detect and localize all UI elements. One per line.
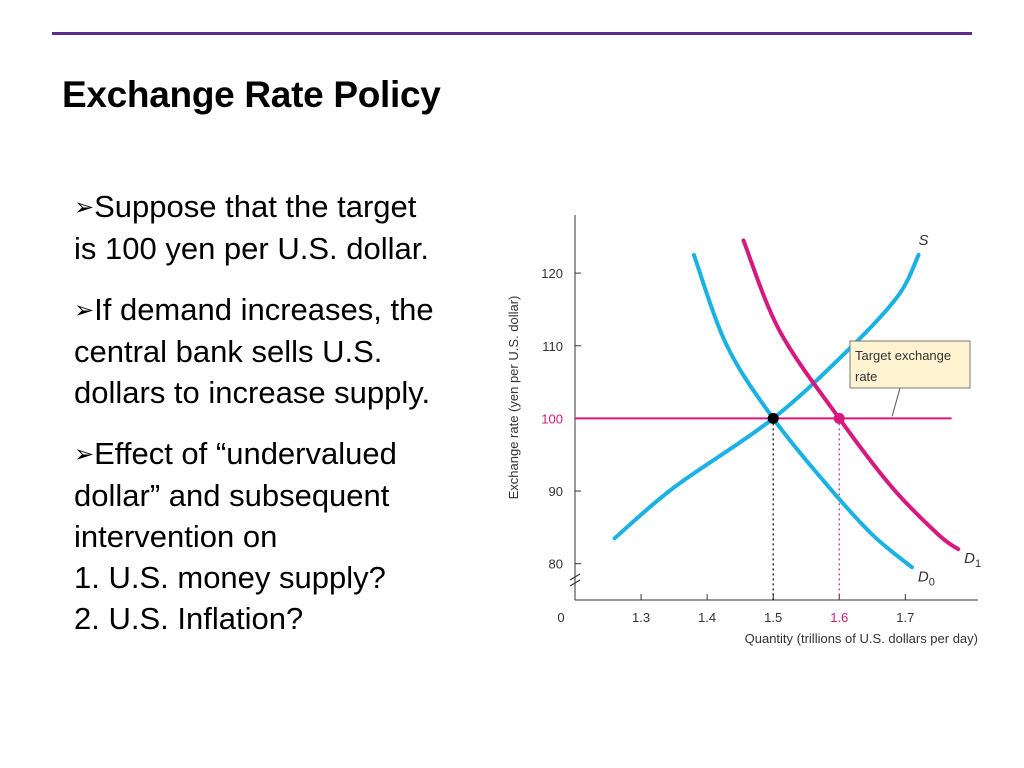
target-callout-text: Target exchange — [855, 348, 951, 363]
bullet-line: ➢Effect of “undervalued — [74, 433, 494, 475]
bullet-item: ➢If demand increases, the central bank s… — [74, 289, 494, 413]
curve-d0 — [691, 252, 914, 570]
target-callout-box — [849, 340, 971, 389]
bullet-line: dollars to increase supply. — [74, 375, 431, 410]
bullet-text: Effect of “undervalued — [94, 436, 397, 471]
curve-d1 — [741, 238, 961, 552]
y-tick-label: 90 — [549, 484, 563, 499]
y-tick-label: 110 — [542, 339, 563, 354]
bullet-line: ➢Suppose that the target — [74, 186, 494, 228]
x-tick-label: 1.5 — [764, 610, 782, 625]
x-origin-label: 0 — [557, 610, 564, 625]
point-equilibrium-new — [833, 412, 845, 424]
arrow-bullet-icon: ➢ — [74, 441, 95, 468]
bullet-line: dollar” and subsequent — [74, 478, 390, 513]
bullet-line: 1. U.S. money supply? — [74, 560, 386, 595]
axis-break-mark — [569, 573, 581, 581]
x-tick-label: 1.3 — [632, 610, 650, 625]
bullet-line: 2. U.S. Inflation? — [74, 601, 304, 636]
bullet-line: is 100 yen per U.S. dollar. — [74, 231, 429, 266]
x-axis-label: Quantity (trillions of U.S. dollars per … — [745, 631, 978, 646]
curve-label-s: S — [919, 232, 929, 249]
bullet-item: ➢Effect of “undervalued dollar” and subs… — [74, 433, 494, 639]
x-tick-label: 1.4 — [698, 610, 716, 625]
x-tick-label: 1.7 — [896, 610, 914, 625]
axis-break-mark — [569, 579, 581, 587]
curve-label-d0: D0 — [918, 568, 935, 588]
bullet-list: ➢Suppose that the target is 100 yen per … — [74, 186, 494, 659]
y-tick-label: 120 — [541, 266, 563, 281]
arrow-bullet-icon: ➢ — [74, 194, 95, 221]
bullet-line: ➢If demand increases, the — [74, 289, 494, 331]
y-tick-label: 80 — [549, 557, 563, 572]
bullet-text: If demand increases, the — [94, 292, 434, 327]
bullet-text: Suppose that the target — [94, 189, 417, 224]
top-rule — [52, 32, 972, 35]
bullet-item: ➢Suppose that the target is 100 yen per … — [74, 186, 494, 269]
bullet-line: central bank sells U.S. — [74, 334, 383, 369]
y-axis-label: Exchange rate (yen per U.S. dollar) — [506, 296, 521, 500]
curve-s — [612, 252, 921, 541]
exchange-rate-chart: 80 90 100 110 120 0 1.3 1.4 1.5 1.6 1.7 Exchange ra… — [506, 215, 981, 646]
bullet-line: intervention on — [74, 519, 278, 554]
target-callout-text: rate — [855, 369, 877, 384]
slide-title: Exchange Rate Policy — [62, 74, 441, 115]
x-tick-label: 1.6 — [830, 610, 848, 625]
y-tick-label: 100 — [541, 411, 563, 426]
callout-leader — [891, 387, 901, 417]
curve-label-d1: D1 — [964, 550, 981, 570]
point-equilibrium-initial — [767, 412, 779, 424]
arrow-bullet-icon: ➢ — [74, 297, 95, 324]
